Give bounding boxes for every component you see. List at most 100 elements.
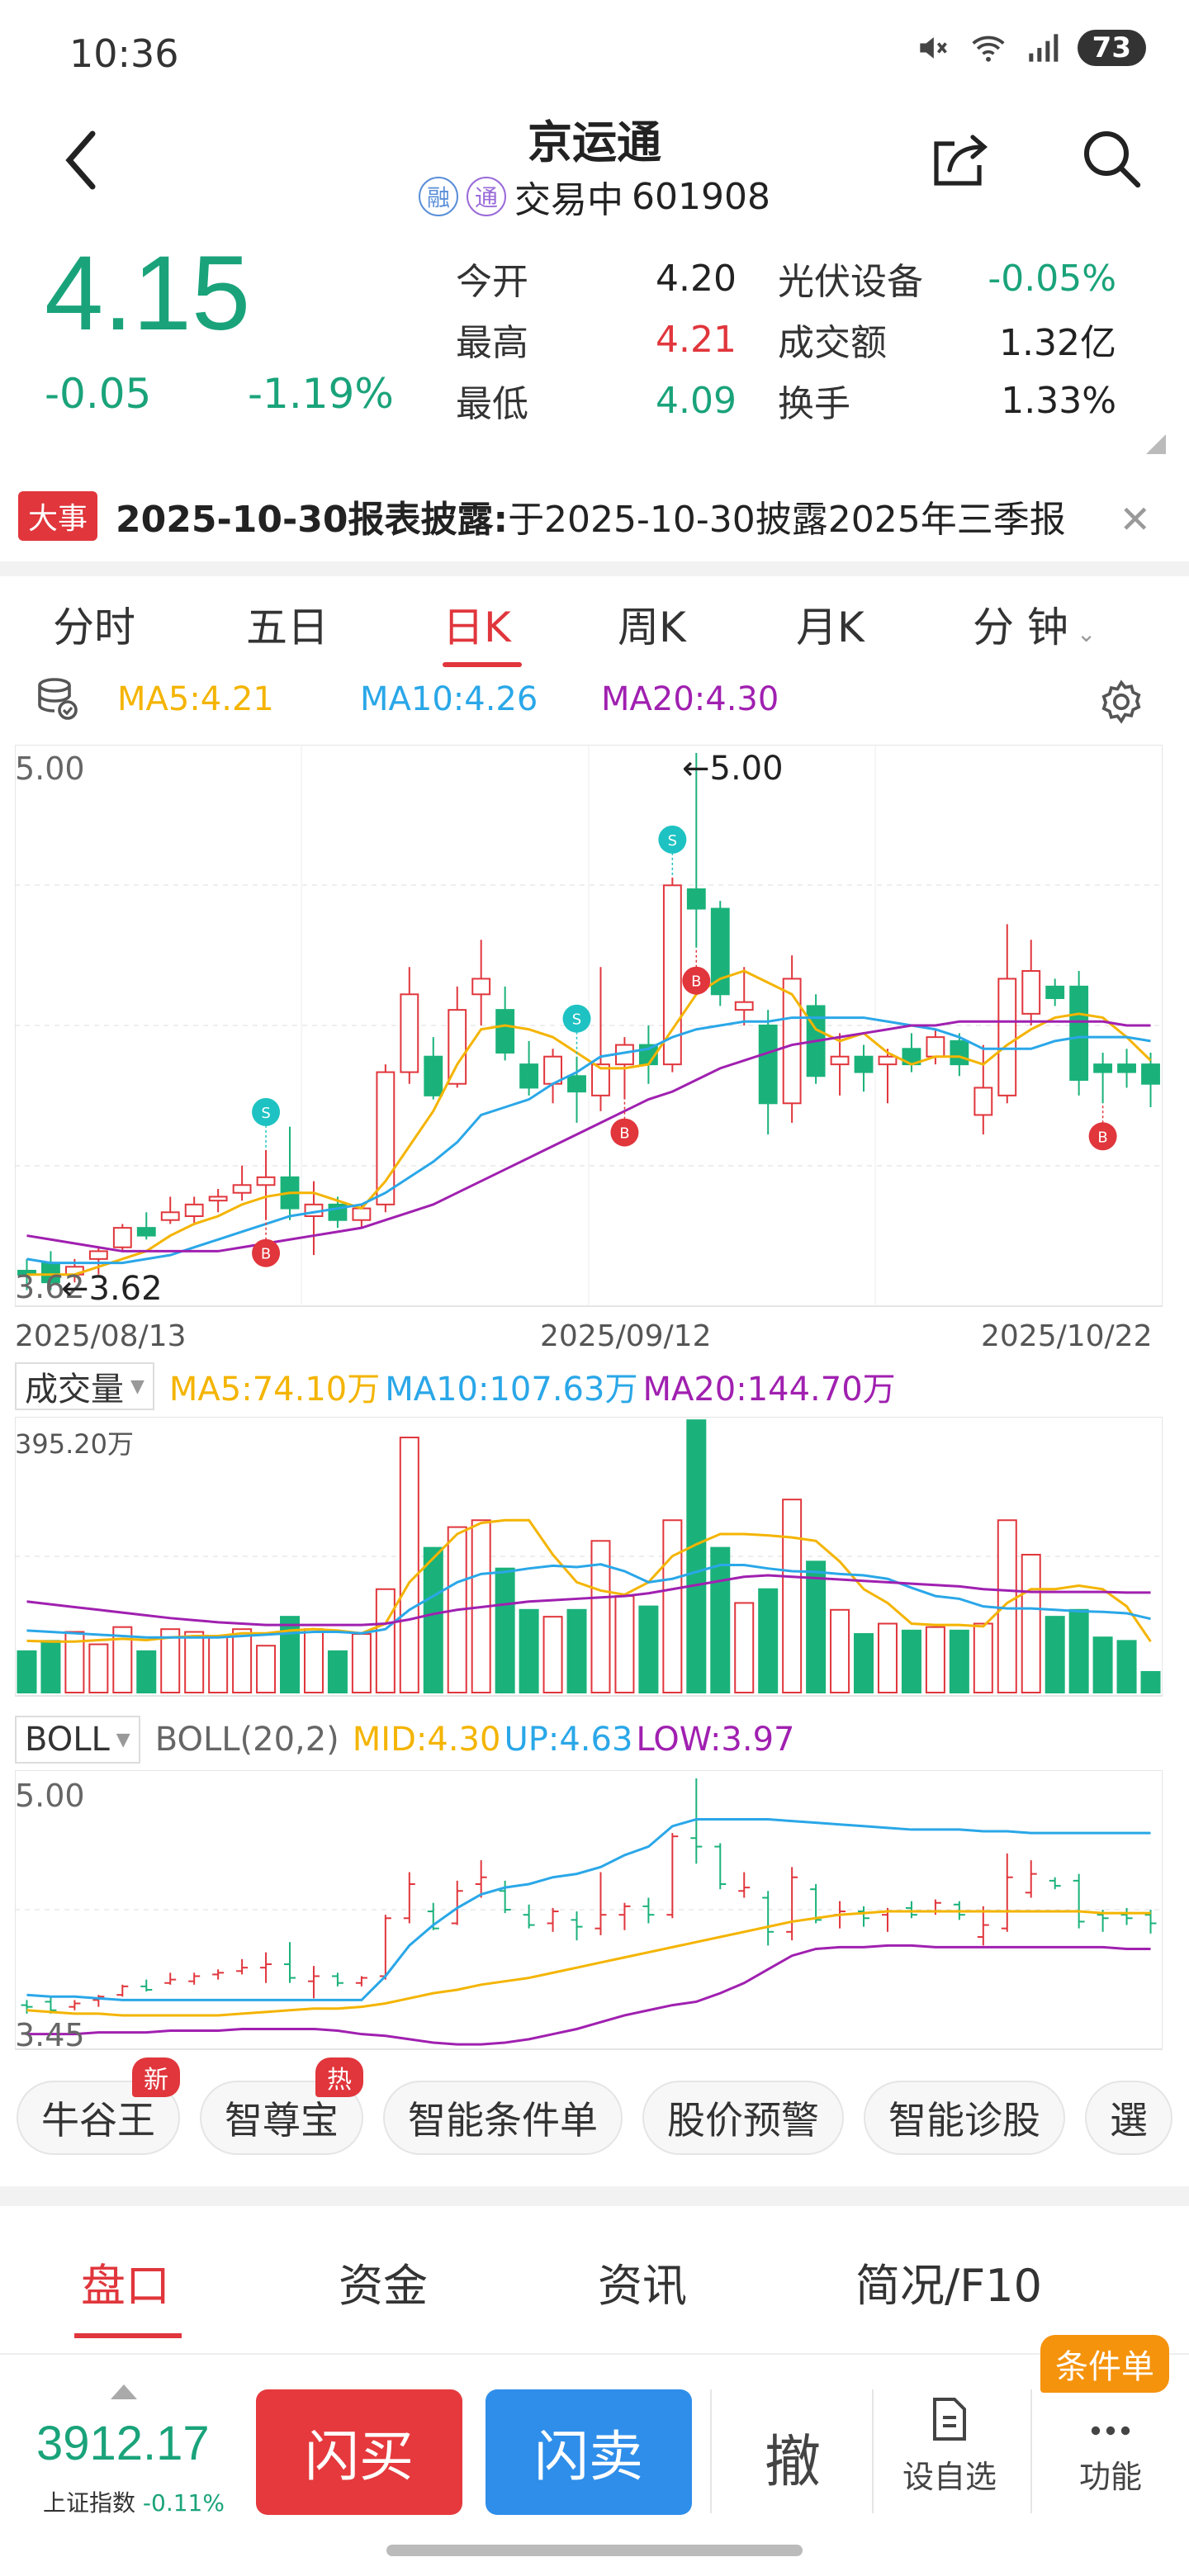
buy-signal-marker: [252, 1238, 281, 1267]
boll-selector-label: BOLL: [25, 1721, 110, 1759]
signal-letter: B: [619, 1125, 629, 1143]
volume-bar: [399, 1437, 419, 1693]
candle-body: [424, 1055, 443, 1096]
volume-bar: [830, 1608, 850, 1694]
volume-bar: [614, 1595, 635, 1693]
function-label: 功能: [1078, 2459, 1142, 2495]
boll-selector[interactable]: BOLL ▼: [15, 1716, 140, 1764]
stock-code: 601908: [632, 175, 770, 218]
tab-f10[interactable]: 简况/F10: [855, 2260, 1042, 2312]
volume-chart[interactable]: 395.20万: [15, 1417, 1163, 1698]
volume-bar: [17, 1650, 37, 1693]
volume-bar: [280, 1616, 301, 1693]
home-indicator[interactable]: [386, 2545, 803, 2556]
sector-name[interactable]: 光伏设备: [778, 261, 923, 303]
signal-letter: S: [668, 832, 677, 850]
back-arrow-icon[interactable]: [64, 130, 97, 190]
divider: [872, 2389, 874, 2513]
volume-bar: [638, 1605, 659, 1693]
candle-body: [352, 1207, 372, 1221]
vol-ma5-line: [26, 1518, 1152, 1643]
candle-body: [997, 978, 1017, 1096]
index-expand-icon[interactable]: [111, 2384, 137, 2399]
candle-body: [1069, 985, 1089, 1082]
chip-label: 選: [1110, 2098, 1148, 2143]
close-icon[interactable]: ✕: [1119, 497, 1151, 542]
chevron-down-icon: ⌄: [1076, 620, 1097, 647]
boll-upper-line: [26, 1818, 1151, 2001]
ma10-line: [26, 1016, 1151, 1265]
tab-rik[interactable]: 日K: [443, 604, 511, 651]
boll-chart[interactable]: 5.00 3.45: [15, 1770, 1163, 2051]
candle-body: [400, 993, 419, 1073]
expand-corner-icon[interactable]: [1146, 434, 1166, 454]
chip-niuguwang[interactable]: 牛谷王 新: [17, 2057, 180, 2155]
flash-buy-button[interactable]: 闪买: [256, 2389, 462, 2515]
news-badge: 大事: [18, 491, 98, 541]
section-divider: [0, 561, 1189, 576]
candle-body: [950, 1039, 969, 1066]
dropdown-caret-icon: ▼: [116, 1729, 130, 1750]
volume-bar: [64, 1631, 85, 1693]
share-icon[interactable]: [928, 130, 991, 188]
candle-body: [734, 1001, 754, 1011]
boll-mid-label: MID:4.30: [352, 1721, 501, 1759]
settings-gear-icon[interactable]: [1098, 679, 1144, 725]
volume-bar: [949, 1629, 969, 1693]
volume-bar: [662, 1519, 683, 1694]
tab-pankou[interactable]: 盘口: [81, 2260, 170, 2312]
cancel-order-button[interactable]: 撤: [764, 2430, 821, 2495]
open-label: 今开: [456, 261, 528, 303]
index-value[interactable]: 3912.17: [36, 2417, 210, 2470]
kline-chart[interactable]: S B S B S B B 5.00 3.62 ←5.00 ←3.62 2025/08/13…: [15, 745, 1163, 1356]
tab-fenshi[interactable]: 分时: [53, 604, 135, 651]
tab-minute[interactable]: 分 钟 ⌄: [973, 594, 1096, 654]
chip-more[interactable]: 選: [1085, 2081, 1172, 2155]
low-value: 4.09: [656, 379, 737, 422]
search-icon[interactable]: [1078, 125, 1144, 192]
trading-status: 交易中: [514, 179, 624, 221]
tab-zijin[interactable]: 资金: [339, 2260, 428, 2312]
sell-signal-marker: [562, 1004, 591, 1033]
news-banner[interactable]: 大事 2025-10-30报表披露:于2025-10-30披露2025年三季报 …: [0, 481, 1189, 552]
function-menu-button[interactable]: 功能: [1057, 2394, 1164, 2497]
tab-zhouk[interactable]: 周K: [618, 604, 686, 651]
chip-badge-new: 新: [132, 2057, 180, 2097]
conditional-order-badge[interactable]: 条件单: [1040, 2335, 1169, 2393]
chip-label: 牛谷王: [41, 2098, 155, 2143]
volume-bar: [758, 1588, 779, 1693]
battery-indicator: 73: [1077, 30, 1146, 66]
database-icon[interactable]: [36, 677, 78, 722]
flash-sell-button[interactable]: 闪卖: [486, 2389, 692, 2515]
kline-date-start: 2025/08/13: [15, 1319, 187, 1353]
tab-yuek[interactable]: 月K: [796, 604, 865, 651]
detail-tabs: 盘口 资金 资讯 简况/F10: [0, 2213, 1189, 2338]
boll-lower-line: [26, 1944, 1151, 2046]
candle-body: [782, 978, 802, 1105]
buy-signal-marker: [682, 966, 711, 995]
period-tabs: 分时 五日 日K 周K 月K 分 钟 ⌄: [0, 586, 1189, 667]
tab-zixun[interactable]: 资讯: [598, 2260, 687, 2312]
chip-price-alert[interactable]: 股价预警: [642, 2081, 844, 2155]
chip-conditional-order[interactable]: 智能条件单: [383, 2081, 623, 2155]
candle-body: [232, 1184, 252, 1194]
candle-body: [1045, 985, 1065, 1000]
chip-badge-hot: 热: [315, 2057, 363, 2097]
chip-label: 智尊宝: [225, 2098, 339, 2143]
status-time: 10:36: [69, 31, 179, 76]
volume-bar: [1021, 1553, 1041, 1693]
tab-wuri[interactable]: 五日: [246, 604, 329, 651]
divider: [710, 2389, 712, 2513]
volume-bar: [327, 1650, 348, 1693]
volume-bar: [519, 1608, 539, 1694]
kline-max-marker: ←5.00: [682, 750, 784, 788]
chip-zhizunbao[interactable]: 智尊宝 热: [200, 2057, 363, 2155]
volume-bar: [88, 1643, 109, 1693]
add-watchlist-button[interactable]: 设自选: [892, 2394, 1007, 2497]
volume-selector[interactable]: 成交量 ▼: [15, 1362, 154, 1410]
volume-bar: [734, 1602, 755, 1694]
stock-name-title: 京运通: [528, 116, 661, 168]
chip-diagnosis[interactable]: 智能诊股: [864, 2081, 1065, 2155]
candle-body: [662, 884, 682, 1066]
candle-body: [256, 1176, 276, 1186]
